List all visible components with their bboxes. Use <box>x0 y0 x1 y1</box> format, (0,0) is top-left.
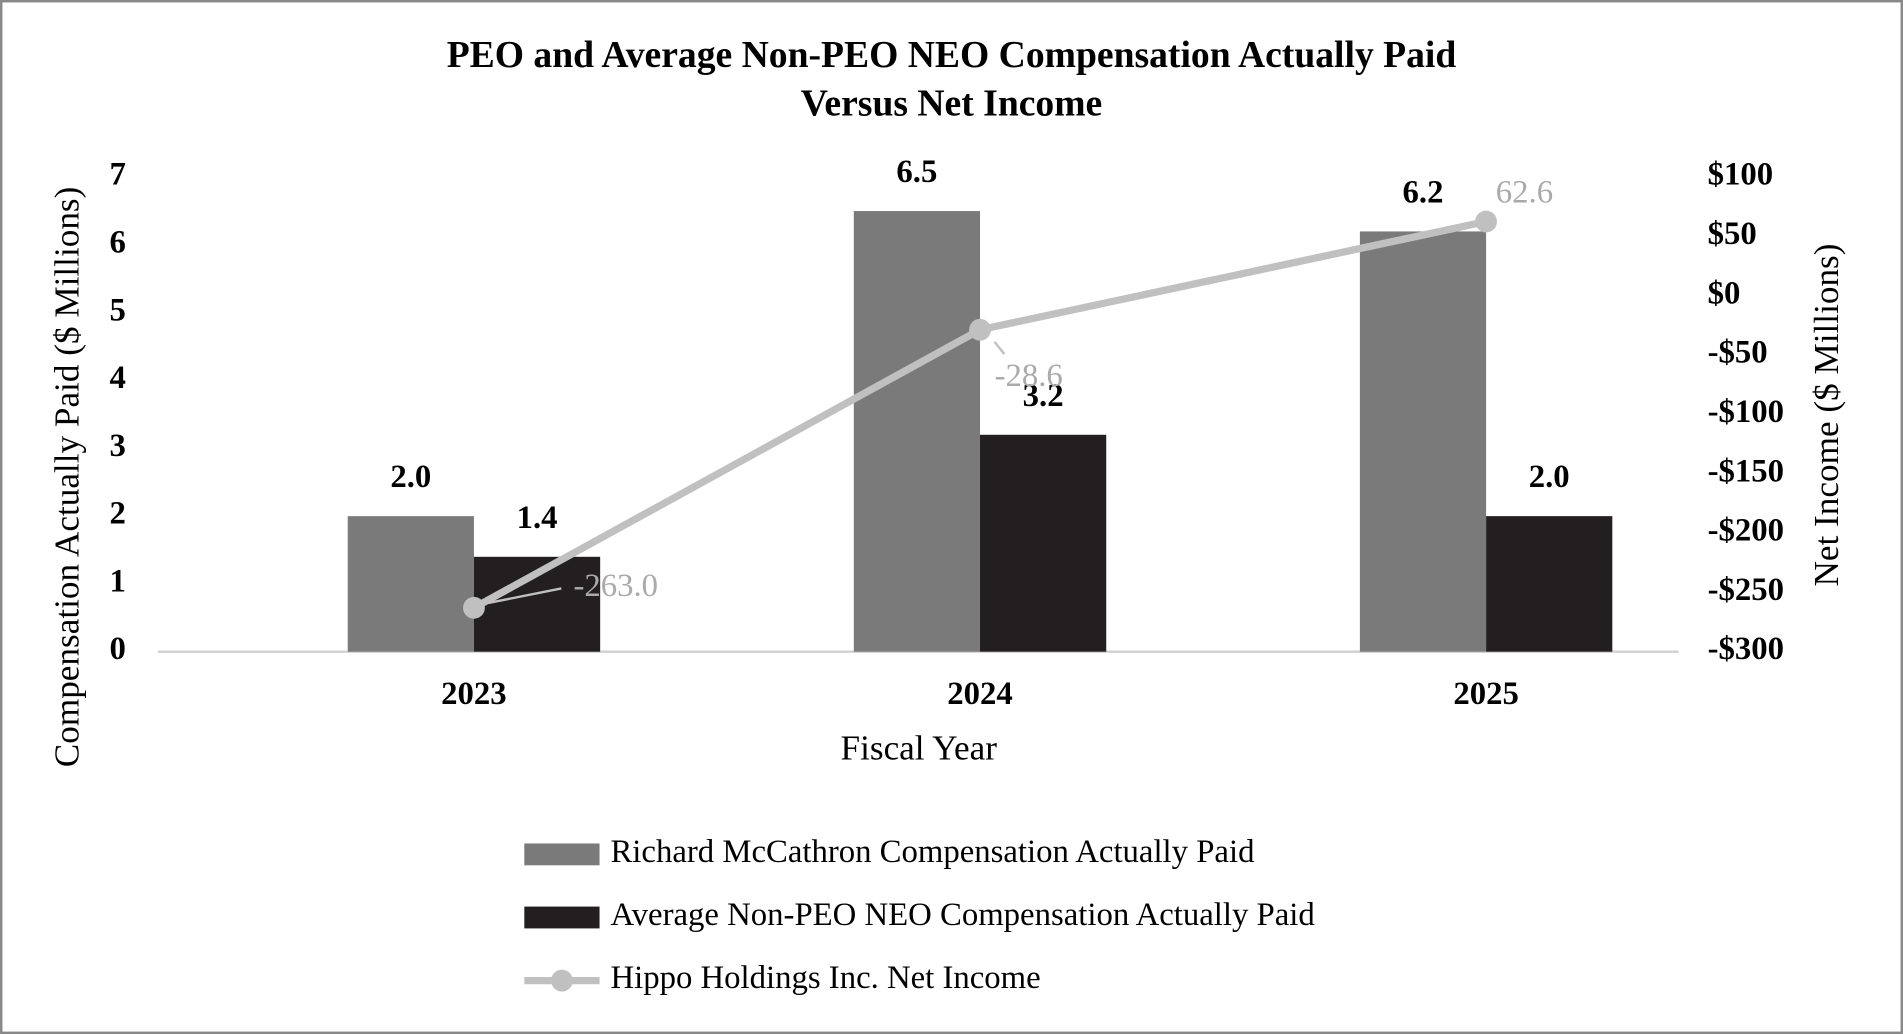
legend-label: Richard McCathron Compensation Actually … <box>610 834 1254 870</box>
y2-tick-label: -$150 <box>1708 453 1784 489</box>
x-tick-label: 2025 <box>1453 676 1519 712</box>
line-marker <box>1475 210 1498 233</box>
y-tick-label: 5 <box>110 292 126 328</box>
leader-line <box>488 587 562 605</box>
data-label: 1.4 <box>517 500 558 536</box>
y-tick-label: 6 <box>110 224 126 260</box>
legend-label: Hippo Holdings Inc. Net Income <box>610 960 1040 996</box>
data-label: 62.6 <box>1496 174 1553 210</box>
y2-tick-label: $100 <box>1708 157 1774 193</box>
y-tick-label: 3 <box>110 428 126 464</box>
y2-axis-title: Net Income ($ Millions) <box>1807 244 1846 587</box>
data-label: 6.5 <box>896 154 937 190</box>
y-axis-title: Compensation Actually Paid ($ Millions) <box>47 187 86 768</box>
data-label: 2.0 <box>390 459 431 495</box>
legend-swatch <box>524 906 600 929</box>
y-tick-label: 7 <box>110 157 126 193</box>
x-tick-label: 2023 <box>441 676 507 712</box>
line-marker <box>463 596 485 619</box>
chart-subtitle: Versus Net Income <box>801 82 1103 124</box>
y2-tick-label: $0 <box>1708 275 1741 311</box>
y2-tick-label: -$200 <box>1708 513 1784 549</box>
data-label: -263.0 <box>573 568 658 604</box>
bar <box>347 516 474 652</box>
data-label: 3.2 <box>1023 378 1064 414</box>
y2-tick-label: -$50 <box>1708 335 1768 371</box>
y2-tick-label: -$250 <box>1708 572 1784 608</box>
legend-swatch <box>551 969 573 992</box>
y2-tick-label: $50 <box>1708 216 1757 252</box>
legend-swatch <box>524 843 600 866</box>
y-tick-label: 0 <box>110 631 126 667</box>
data-label: 2.0 <box>1529 459 1570 495</box>
y2-tick-label: -$300 <box>1708 631 1784 667</box>
data-label: 6.2 <box>1403 175 1444 211</box>
chart-title: PEO and Average Non-PEO NEO Compensation… <box>447 34 1457 76</box>
x-axis-title: Fiscal Year <box>841 728 998 767</box>
y2-tick-label: -$100 <box>1708 394 1784 430</box>
y-tick-label: 2 <box>110 496 126 532</box>
bar <box>1486 516 1613 652</box>
bar <box>1359 231 1487 652</box>
leader-line <box>993 341 1006 355</box>
bar <box>853 211 981 652</box>
line-marker <box>969 318 991 341</box>
y-tick-label: 1 <box>110 563 126 599</box>
y-tick-label: 4 <box>110 360 126 396</box>
bar <box>980 434 1107 652</box>
x-tick-label: 2024 <box>947 676 1013 712</box>
data-label: -28.6 <box>995 358 1063 394</box>
legend-label: Average Non-PEO NEO Compensation Actuall… <box>610 897 1314 933</box>
